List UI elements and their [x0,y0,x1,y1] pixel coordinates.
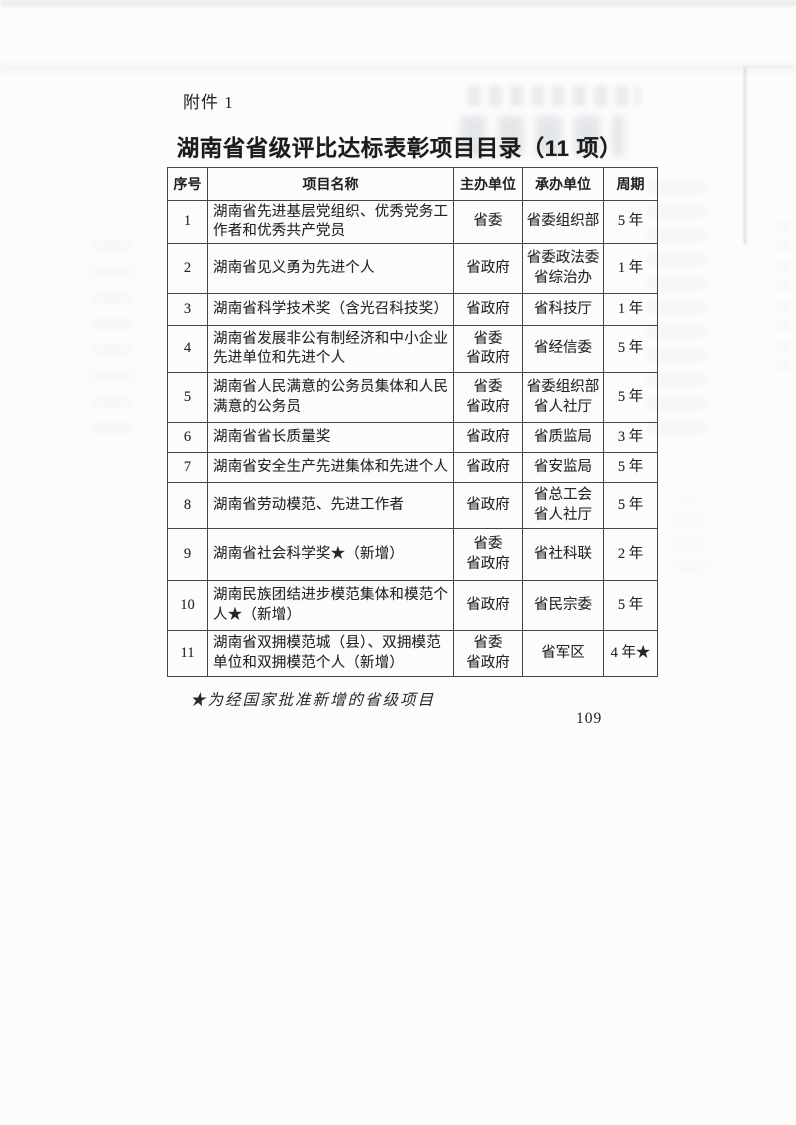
table-row: 11 湖南省双拥模范城（县）、双拥模范单位和双拥模范个人（新增） 省委 省政府 省军区… [167,630,658,677]
table-row: 6 湖南省省长质量奖 省政府 省质监局 3 年 [167,422,658,453]
table-row: 2 湖南省见义勇为先进个人 省政府 省委政法委 省综治办 1 年 [167,243,658,294]
host-unit-cell: 省政府 [453,243,523,294]
header-cell-1: 项目名称 [207,167,454,201]
row-number-cell: 9 [167,528,208,581]
period-cell: 5 年 [603,372,658,423]
host-unit-cell: 省委 [453,200,523,244]
row-number-cell: 1 [167,200,208,244]
table-row: 9 湖南省社会科学奖★（新增） 省委 省政府 省社科联 2 年 [167,528,658,581]
row-number-cell: 6 [167,422,208,453]
table-row: 4 湖南省发展非公有制经济和中小企业先进单位和先进个人 省委 省政府 省经信委 5 年 [167,325,658,373]
undertaking-unit-cell: 省军区 [522,630,604,677]
period-cell: 5 年 [603,200,658,244]
projects-table: 序号 项目名称 主办单位 承办单位 周期 1 湖南省先进基层党组织、优秀党务工作者和优秀共… [167,167,658,677]
period-cell: 4 年★ [603,630,658,677]
period-cell: 5 年 [603,482,658,529]
project-name-cell: 湖南省省长质量奖 [207,422,454,453]
host-unit-cell: 省政府 [453,580,523,631]
table-body: 1 湖南省先进基层党组织、优秀党务工作者和优秀共产党员 省委 省委组织部 5 年 2 湖南省… [167,200,658,677]
host-unit-cell: 省委 省政府 [453,528,523,581]
undertaking-unit-cell: 省经信委 [522,325,604,373]
project-name-cell: 湖南省人民满意的公务员集体和人民满意的公务员 [207,372,454,423]
attachment-label: 附件 1 [183,93,234,112]
row-number-cell: 4 [167,325,208,373]
table-row: 10 湖南民族团结进步模范集体和模范个人★（新增） 省政府 省民宗委 5 年 [167,580,658,631]
undertaking-unit-cell: 省质监局 [522,422,604,453]
undertaking-unit-cell: 省科技厅 [522,293,604,326]
header-cell-0: 序号 [167,167,208,201]
bleed-through-artifact [744,66,796,245]
period-cell: 5 年 [603,452,658,483]
project-name-cell: 湖南省科学技术奖（含光召科技奖） [207,293,454,326]
project-name-cell: 湖南省先进基层党组织、优秀党务工作者和优秀共产党员 [207,200,454,244]
bleed-through-artifact [468,86,640,106]
period-cell: 5 年 [603,580,658,631]
table-header-row: 序号 项目名称 主办单位 承办单位 周期 [167,167,658,201]
undertaking-unit-cell: 省民宗委 [522,580,604,631]
row-number-cell: 8 [167,482,208,529]
host-unit-cell: 省委 省政府 [453,372,523,423]
bleed-through-artifact [92,228,132,433]
project-name-cell: 湖南省安全生产先进集体和先进个人 [207,452,454,483]
host-unit-cell: 省委 省政府 [453,630,523,677]
host-unit-cell: 省政府 [453,452,523,483]
row-number-cell: 5 [167,372,208,423]
table-row: 3 湖南省科学技术奖（含光召科技奖） 省政府 省科技厅 1 年 [167,293,658,326]
row-number-cell: 10 [167,580,208,631]
row-number-cell: 3 [167,293,208,326]
project-name-cell: 湖南省见义勇为先进个人 [207,243,454,294]
undertaking-unit-cell: 省委组织部 省人社厅 [522,372,604,423]
period-cell: 1 年 [603,243,658,294]
page-title: 湖南省省级评比达标表彰项目目录（11 项） [176,136,623,161]
undertaking-unit-cell: 省安监局 [522,452,604,483]
header-cell-4: 周期 [603,167,658,201]
bleed-through-artifact [672,500,708,570]
period-cell: 3 年 [603,422,658,453]
header-cell-3: 承办单位 [522,167,604,201]
host-unit-cell: 省政府 [453,482,523,529]
period-cell: 2 年 [603,528,658,581]
table-row: 8 湖南省劳动模范、先进工作者 省政府 省总工会 省人社厅 5 年 [167,482,658,529]
project-name-cell: 湖南省双拥模范城（县）、双拥模范单位和双拥模范个人（新增） [207,630,454,677]
table-row: 5 湖南省人民满意的公务员集体和人民满意的公务员 省委 省政府 省委组织部 省人社厅 5… [167,372,658,423]
host-unit-cell: 省委 省政府 [453,325,523,373]
undertaking-unit-cell: 省社科联 [522,528,604,581]
undertaking-unit-cell: 省委组织部 [522,200,604,244]
period-cell: 5 年 [603,325,658,373]
table-row: 1 湖南省先进基层党组织、优秀党务工作者和优秀共产党员 省委 省委组织部 5 年 [167,200,658,244]
row-number-cell: 11 [167,630,208,677]
footnote: ★为经国家批准新增的省级项目 [190,692,436,709]
row-number-cell: 7 [167,452,208,483]
table-row: 7 湖南省安全生产先进集体和先进个人 省政府 省安监局 5 年 [167,452,658,483]
project-name-cell: 湖南省社会科学奖★（新增） [207,528,454,581]
project-name-cell: 湖南民族团结进步模范集体和模范个人★（新增） [207,580,454,631]
period-cell: 1 年 [603,293,658,326]
page-number: 109 [576,710,603,727]
scan-artifact-band [0,64,796,72]
undertaking-unit-cell: 省总工会 省人社厅 [522,482,604,529]
project-name-cell: 湖南省劳动模范、先进工作者 [207,482,454,529]
project-name-cell: 湖南省发展非公有制经济和中小企业先进单位和先进个人 [207,325,454,373]
undertaking-unit-cell: 省委政法委 省综治办 [522,243,604,294]
row-number-cell: 2 [167,243,208,294]
header-cell-2: 主办单位 [453,167,523,201]
host-unit-cell: 省政府 [453,422,523,453]
host-unit-cell: 省政府 [453,293,523,326]
bleed-through-artifact [776,210,790,370]
scan-artifact-top-band [0,0,796,6]
